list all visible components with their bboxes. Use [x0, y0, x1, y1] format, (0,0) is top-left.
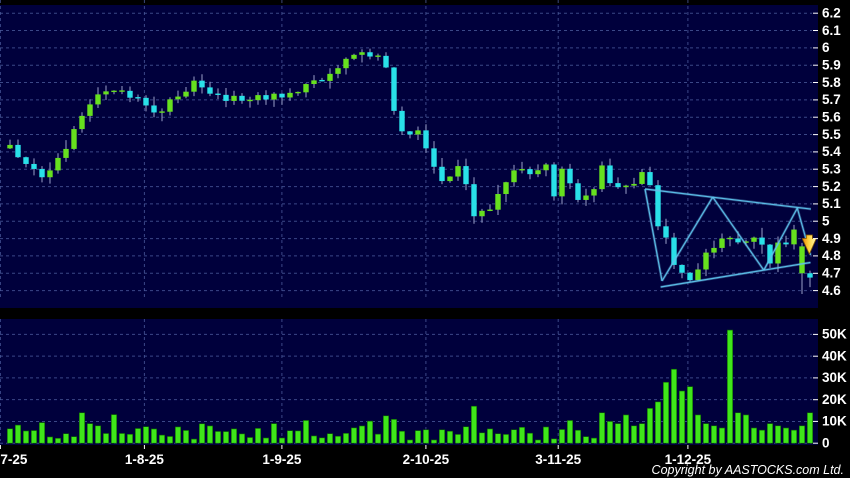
- svg-text:Copyright by AASTOCKS.com Ltd.: Copyright by AASTOCKS.com Ltd.: [652, 463, 844, 477]
- svg-text:30K: 30K: [822, 370, 847, 385]
- svg-text:0: 0: [822, 436, 830, 451]
- svg-text:6.2: 6.2: [822, 6, 841, 21]
- svg-text:5.8: 5.8: [822, 75, 841, 90]
- svg-text:5.7: 5.7: [822, 92, 841, 107]
- svg-text:10K: 10K: [822, 414, 847, 429]
- svg-text:5.9: 5.9: [822, 58, 841, 73]
- svg-text:5.2: 5.2: [822, 179, 841, 194]
- svg-text:5.4: 5.4: [822, 144, 841, 159]
- svg-text:1-8-25: 1-8-25: [125, 452, 165, 467]
- svg-text:5: 5: [822, 214, 830, 229]
- svg-text:12-27-25: 12-27-25: [0, 452, 28, 467]
- svg-text:50K: 50K: [822, 327, 847, 342]
- svg-text:40K: 40K: [822, 349, 847, 364]
- svg-text:5.1: 5.1: [822, 196, 841, 211]
- svg-text:2-10-25: 2-10-25: [403, 452, 450, 467]
- svg-text:4.8: 4.8: [822, 248, 841, 263]
- svg-text:4.9: 4.9: [822, 231, 841, 246]
- svg-text:6: 6: [822, 40, 830, 55]
- svg-text:3-11-25: 3-11-25: [535, 452, 581, 467]
- svg-text:1-9-25: 1-9-25: [262, 452, 302, 467]
- svg-text:5.5: 5.5: [822, 127, 841, 142]
- svg-text:5.6: 5.6: [822, 110, 841, 125]
- svg-text:4.7: 4.7: [822, 266, 841, 281]
- svg-text:6.1: 6.1: [822, 23, 841, 38]
- svg-text:4.6: 4.6: [822, 283, 841, 298]
- svg-text:5.3: 5.3: [822, 162, 841, 177]
- svg-text:20K: 20K: [822, 392, 847, 407]
